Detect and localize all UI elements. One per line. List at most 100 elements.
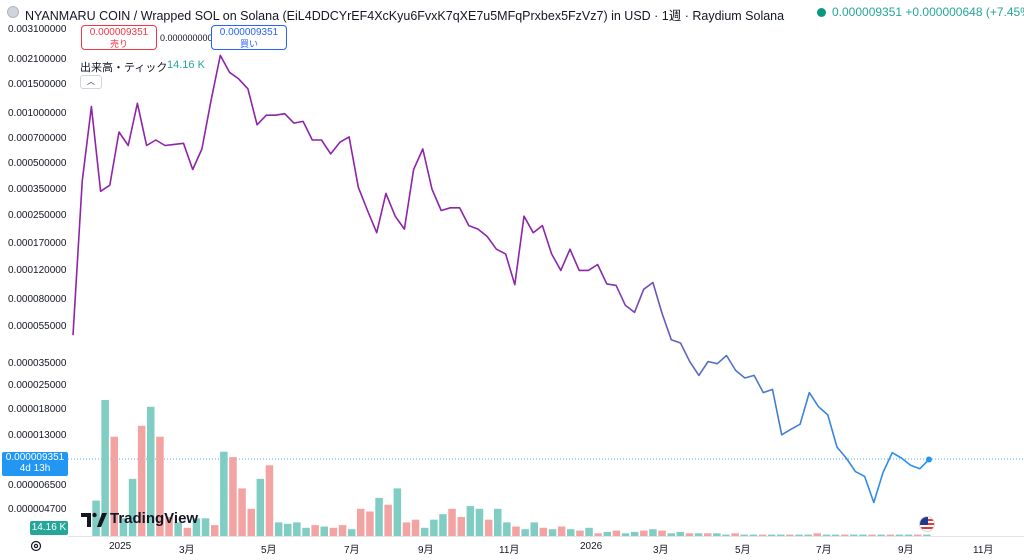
volume-bar (192, 518, 201, 536)
volume-bar (804, 534, 812, 536)
collapse-legend-button[interactable]: ︿ (80, 75, 102, 89)
volume-bar (640, 530, 648, 536)
volume-bar (758, 534, 767, 536)
volume-bar (713, 533, 721, 536)
y-tick-label: 0.000025000 (8, 380, 67, 391)
volume-bar (448, 508, 456, 536)
buy-price: 0.000009351 (219, 27, 279, 38)
volume-bar (914, 534, 922, 536)
current-volume-tag: 14.16 K (30, 521, 68, 535)
volume-bar (466, 506, 475, 536)
volume-bar (576, 530, 584, 536)
spread-value: 0.000000000 (160, 33, 213, 43)
x-tick-label: 3月 (179, 545, 195, 556)
volume-bar (220, 451, 228, 536)
volume-bar (676, 531, 685, 536)
volume-bar (630, 531, 639, 536)
volume-bar (457, 517, 465, 536)
volume-legend-label[interactable]: 出来高・ティック (80, 62, 168, 74)
sell-label: 売り (109, 39, 128, 49)
volume-bar (411, 519, 420, 536)
tradingview-logo-icon (81, 512, 107, 527)
x-tick-label: 9月 (898, 545, 914, 556)
volume-bar (521, 529, 529, 536)
volume-bar (539, 527, 548, 536)
volume-bar (366, 511, 374, 536)
y-tick-label: 0.000350000 (8, 184, 67, 195)
volume-bar (503, 522, 511, 536)
y-tick-label: 0.000120000 (8, 265, 67, 276)
volume-bar (320, 526, 328, 536)
current-price-value: 0.000009351 (5, 452, 65, 463)
volume-bar (786, 534, 794, 536)
volume-bar (904, 534, 913, 536)
current-price-tag: 0.000009351 4d 13h (2, 452, 68, 476)
y-tick-label: 0.002100000 (8, 54, 67, 65)
volume-bar (859, 534, 867, 536)
volume-bar (512, 526, 520, 536)
settings-gear-icon[interactable] (30, 540, 42, 552)
volume-bar (211, 525, 219, 536)
coin-icon (7, 6, 19, 18)
volume-bar (147, 406, 155, 536)
volume-bar (439, 514, 447, 536)
volume-bar (101, 400, 109, 536)
last-price-change: 0.000009351 +0.000000648 (+7.45%) (832, 5, 1024, 19)
volume-bar (530, 522, 538, 536)
volume-bar (238, 488, 246, 536)
symbol-title[interactable]: NYANMARU COIN / Wrapped SOL on Solana (E… (25, 9, 785, 23)
us-flag-icon[interactable] (919, 516, 935, 532)
volume-bar (822, 534, 831, 536)
volume-bar (293, 522, 301, 536)
x-axis-line (68, 536, 1024, 537)
volume-bar (156, 436, 164, 536)
volume-bar (704, 533, 712, 536)
y-tick-label: 0.000500000 (8, 158, 67, 169)
y-tick-label: 0.000055000 (8, 321, 67, 332)
x-tick-label: 5月 (261, 545, 277, 556)
volume-bar (777, 534, 785, 536)
volume-bar (749, 534, 758, 536)
volume-bar (384, 504, 392, 536)
volume-bar (183, 527, 192, 536)
x-tick-label: 7月 (344, 545, 360, 556)
volume-bar (247, 508, 255, 536)
y-tick-label: 0.000035000 (8, 358, 67, 369)
volume-bar (402, 522, 411, 536)
volume-bar (685, 533, 694, 536)
volume-bar (868, 534, 876, 536)
volume-bar (165, 517, 173, 536)
sell-button[interactable]: 0.000009351 売り (81, 25, 157, 50)
volume-bar (831, 534, 840, 536)
volume-bar (274, 522, 283, 536)
volume-bar (548, 529, 557, 536)
x-tick-label: 11月 (499, 545, 520, 556)
volume-bar (594, 533, 602, 536)
volume-bar (420, 527, 429, 536)
volume-bar (284, 523, 292, 536)
volume-bar (722, 534, 730, 536)
volume-bar (923, 534, 931, 536)
volume-bar (128, 478, 137, 536)
volume-bar (311, 525, 319, 536)
volume-bar (767, 534, 776, 536)
volume-bar (92, 500, 100, 536)
buy-label: 買い (239, 39, 258, 49)
volume-bar (302, 527, 310, 536)
volume-bar (357, 508, 365, 536)
y-tick-label: 0.000250000 (8, 210, 67, 221)
volume-bar (137, 425, 146, 536)
chart-header: NYANMARU COIN / Wrapped SOL on Solana (E… (0, 0, 1024, 26)
volume-bar (795, 534, 803, 536)
buy-button[interactable]: 0.000009351 買い (211, 25, 287, 50)
volume-bar (475, 508, 484, 536)
volume-bar (694, 533, 703, 536)
volume-bar (338, 525, 347, 536)
volume-bar (886, 534, 895, 536)
y-tick-label: 0.000013000 (8, 430, 67, 441)
volume-bar (840, 534, 849, 536)
volume-bar (731, 533, 739, 536)
volume-bar (494, 508, 502, 536)
y-tick-label: 0.000170000 (8, 238, 67, 249)
